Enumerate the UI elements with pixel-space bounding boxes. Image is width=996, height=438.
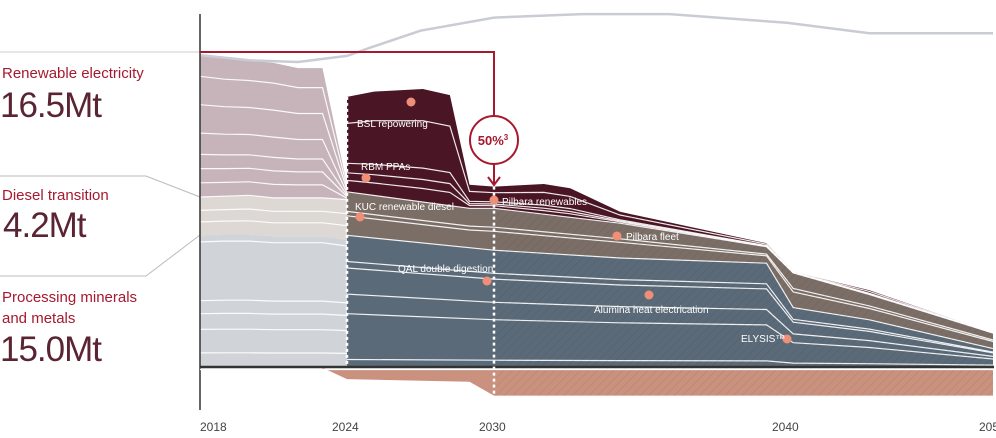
x-tick-label: 2050 [979, 420, 996, 434]
annotation-dot [406, 97, 416, 107]
x-tick-label: 2024 [332, 420, 359, 434]
connector-processing [0, 234, 201, 277]
category-diesel-value: 4.2Mt [3, 206, 87, 245]
annotation-label: Pilbara renewables [502, 197, 587, 208]
x-tick-label: 2030 [479, 420, 506, 434]
annotation-label: ELYSIS™ [741, 334, 785, 345]
projection-hatch [494, 184, 993, 366]
band-divider [199, 181, 348, 199]
hatch-area [494, 184, 993, 366]
area-historical-renewable [200, 55, 347, 200]
annotation-dot [361, 173, 371, 183]
target-label: 50%3 [478, 133, 509, 148]
offset-hatch [494, 366, 993, 396]
band-divider [199, 75, 348, 188]
band-divider [199, 153, 348, 196]
category-processing-line2: and metals [2, 310, 76, 327]
band-divider [199, 104, 348, 191]
band-divider [200, 167, 348, 198]
target-value: 50% [478, 133, 504, 148]
band-divider [199, 299, 348, 304]
annotation-dot [644, 290, 654, 300]
annotation-label: Pilbara fleet [626, 232, 679, 243]
category-processing-line1: Processing minerals [2, 289, 138, 306]
category-processing-value: 15.0Mt [0, 330, 102, 369]
annotation-label: KUC renewable diesel [355, 202, 454, 213]
label-connectors [0, 51, 201, 277]
annotation-dot [489, 195, 499, 205]
band-divider [199, 312, 348, 317]
category-renewable-value: 16.5Mt [0, 86, 102, 125]
annotation-dot [355, 212, 365, 222]
target-bracket [200, 51, 495, 116]
band-divider [199, 328, 348, 332]
band-divider [199, 352, 348, 354]
annotation-dot [482, 276, 492, 286]
band-divider [199, 240, 348, 247]
band-divider [199, 220, 348, 227]
annotation-dot [612, 231, 622, 241]
area-historical-diesel [200, 195, 347, 240]
counterfactual-line [199, 12, 993, 64]
x-tick-label: 2040 [772, 420, 799, 434]
target-footnote: 3 [504, 133, 509, 142]
annotation-dot [782, 334, 792, 344]
hatch-offset [494, 366, 993, 396]
annotation-label: BSL repowering [357, 119, 428, 130]
annotation-label: QAL double digestion [398, 264, 493, 275]
area-projected-renewable [347, 89, 993, 333]
target-arrow-icon [487, 176, 501, 187]
band-divider [199, 208, 348, 215]
band-divider [199, 132, 348, 194]
x-tick-label: 2018 [200, 420, 227, 434]
category-renewable-label: Renewable electricity [2, 65, 144, 82]
band-divider [199, 194, 348, 201]
category-diesel-label: Diesel transition [2, 187, 109, 204]
connector-diesel [0, 175, 201, 198]
annotation-label: RBM PPAs [361, 162, 410, 173]
category-processing-label: Processing minerals and metals [2, 287, 137, 329]
annotation-label: Alumina heat electrication [594, 305, 709, 316]
area-historical-processing [200, 234, 347, 366]
